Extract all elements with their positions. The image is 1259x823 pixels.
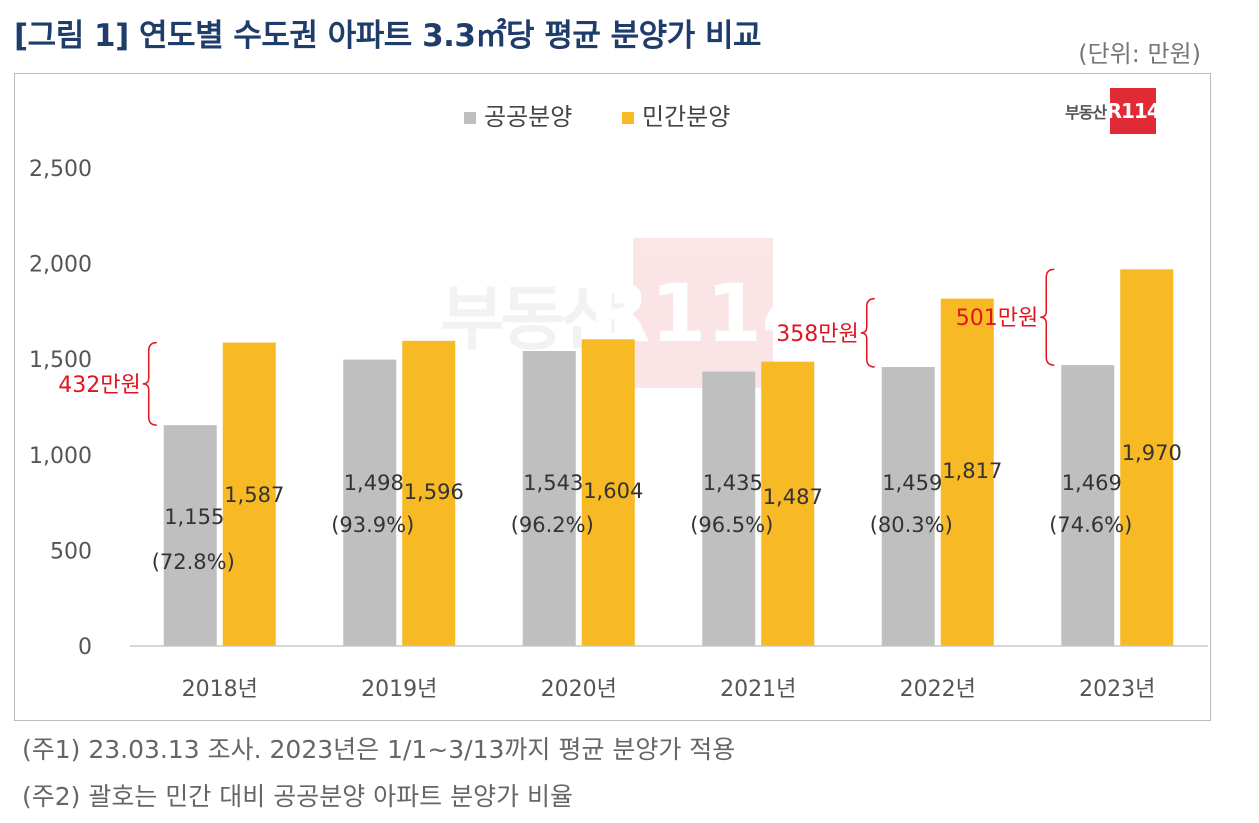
data-label-public: 1,459 bbox=[882, 471, 942, 495]
data-label-public: 1,498 bbox=[344, 471, 404, 495]
bar-public bbox=[522, 350, 576, 646]
gap-label: 432만원 bbox=[58, 373, 140, 398]
y-tick-label: 500 bbox=[50, 539, 92, 564]
ratio-label: (72.8%) bbox=[152, 550, 235, 574]
footnote-2: (주2) 괄호는 민간 대비 공공분양 아파트 분양가 비율 bbox=[22, 782, 574, 811]
data-label-public: 1,435 bbox=[703, 471, 763, 495]
legend-swatch bbox=[464, 112, 476, 124]
data-label-private: 1,817 bbox=[942, 459, 1002, 483]
data-label-private: 1,970 bbox=[1122, 441, 1182, 465]
gap-label: 358만원 bbox=[776, 322, 858, 347]
legend-label: 민간분양 bbox=[642, 103, 730, 131]
y-tick-label: 2,000 bbox=[29, 253, 92, 278]
y-tick-label: 1,500 bbox=[29, 348, 92, 373]
bar-public bbox=[702, 371, 756, 646]
ratio-label: (96.5%) bbox=[690, 513, 773, 537]
legend-label: 공공분양 bbox=[484, 103, 572, 131]
bar-public bbox=[343, 359, 397, 646]
ratio-label: (93.9%) bbox=[331, 513, 414, 537]
figure-title: [그림 1] 연도별 수도권 아파트 3.3㎡당 평균 분양가 비교 bbox=[14, 18, 762, 54]
chart-frame bbox=[14, 73, 1211, 721]
x-tick-label: 2023년 bbox=[1079, 677, 1155, 702]
bar-private bbox=[581, 339, 635, 646]
ratio-label: (80.3%) bbox=[870, 513, 953, 537]
logo-text: 부동산 bbox=[1065, 103, 1107, 122]
ratio-label: (74.6%) bbox=[1049, 513, 1132, 537]
y-tick-label: 2,500 bbox=[29, 157, 92, 182]
data-label-private: 1,596 bbox=[404, 480, 464, 504]
gap-annotations: 432만원 358만원 501만원 bbox=[58, 268, 1055, 426]
legend-swatch bbox=[622, 112, 634, 124]
gap-label: 501만원 bbox=[956, 306, 1038, 331]
bar-public bbox=[881, 367, 935, 646]
unit-label: (단위: 만원) bbox=[1078, 40, 1201, 68]
y-tick-label: 1,000 bbox=[29, 444, 92, 469]
bar-private bbox=[940, 298, 994, 646]
logo: 부동산 R114 bbox=[1065, 88, 1161, 134]
y-axis: 0 500 1,000 1,500 2,000 2,500 bbox=[29, 157, 92, 660]
bar-private bbox=[402, 340, 456, 646]
x-tick-label: 2018년 bbox=[182, 677, 258, 702]
ratio-label: (96.2%) bbox=[511, 513, 594, 537]
data-label-public: 1,469 bbox=[1062, 471, 1122, 495]
data-label-private: 1,604 bbox=[583, 479, 643, 503]
data-label-private: 1,487 bbox=[763, 485, 823, 509]
bar-private bbox=[1120, 269, 1174, 646]
gap-brace bbox=[1040, 268, 1055, 366]
x-tick-label: 2022년 bbox=[900, 677, 976, 702]
bar-public bbox=[163, 425, 217, 646]
data-label-private: 1,587 bbox=[224, 483, 284, 507]
gap-brace bbox=[860, 297, 875, 368]
bar-public bbox=[1061, 365, 1115, 646]
bar-private bbox=[222, 342, 276, 646]
x-tick-label: 2019년 bbox=[361, 677, 437, 702]
x-tick-label: 2020년 bbox=[541, 677, 617, 702]
footnote-1: (주1) 23.03.13 조사. 2023년은 1/1~3/13까지 평균 분… bbox=[22, 735, 736, 764]
gap-brace bbox=[142, 341, 157, 426]
logo-box: R114 bbox=[1107, 88, 1161, 134]
x-tick-label: 2021년 bbox=[720, 677, 796, 702]
y-tick-label: 0 bbox=[78, 635, 92, 660]
legend: 공공분양 민간분양 bbox=[464, 103, 730, 131]
bar-private bbox=[761, 361, 815, 646]
x-axis: 2018년 2019년 2020년 2021년 2022년 2023년 bbox=[130, 645, 1208, 702]
data-label-public: 1,543 bbox=[523, 471, 583, 495]
data-label-public: 1,155 bbox=[164, 505, 224, 529]
